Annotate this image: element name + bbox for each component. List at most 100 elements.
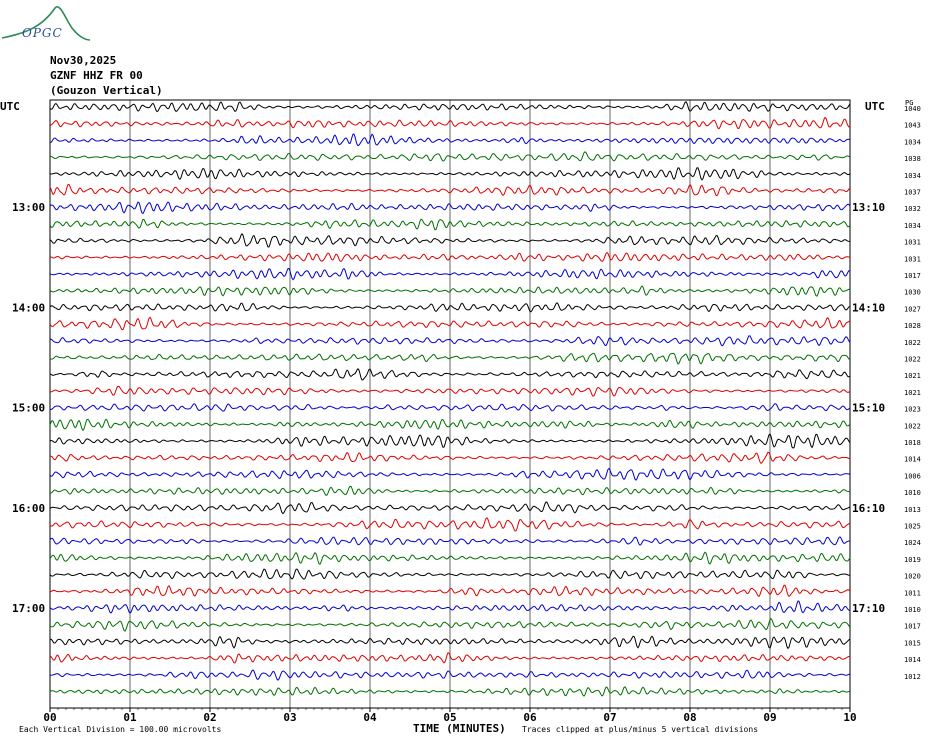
x-tick-label-07: 07 (603, 711, 616, 724)
x-tick-label-00: 00 (43, 711, 56, 724)
station-code: GZNF HHZ FR 00 (50, 69, 143, 82)
trace-line-24 (49, 501, 851, 515)
trace-line-15 (49, 352, 851, 365)
trace-value-33: 1014 (904, 656, 921, 664)
left-time-label-14:00: 14:00 (12, 301, 45, 314)
trace-line-28 (49, 568, 851, 580)
chart-date: Nov30,2025 (50, 54, 117, 67)
right-time-label-15:10: 15:10 (852, 402, 885, 415)
trace-value-14: 1022 (904, 339, 921, 347)
x-tick-label-10: 10 (843, 711, 856, 724)
trace-line-9 (49, 251, 851, 263)
trace-value-5: 1037 (904, 189, 921, 197)
trace-line-17 (49, 385, 851, 397)
x-tick-label-02: 02 (203, 711, 216, 724)
trace-value-1: 1043 (904, 122, 921, 130)
x-tick-label-03: 03 (283, 711, 296, 724)
x-tick-label-01: 01 (123, 711, 137, 724)
trace-line-20 (49, 433, 851, 449)
x-tick-label-09: 09 (763, 711, 776, 724)
trace-line-22 (49, 467, 851, 481)
trace-line-16 (49, 367, 851, 381)
trace-value-15: 1022 (904, 356, 921, 364)
trace-value-34: 1012 (904, 673, 921, 681)
trace-value-6: 1032 (904, 205, 921, 213)
trace-value-10: 1017 (904, 272, 921, 280)
left-time-label-15:00: 15:00 (12, 402, 45, 415)
trace-line-2 (49, 133, 851, 147)
x-tick-label-06: 06 (523, 711, 537, 724)
trace-line-18 (49, 403, 851, 412)
trace-value-23: 1010 (904, 489, 921, 497)
trace-value-32: 1015 (904, 639, 921, 647)
x-axis-title: TIME (MINUTES) (413, 722, 506, 735)
left-time-label-17:00: 17:00 (12, 602, 45, 615)
trace-value-22: 1006 (904, 472, 921, 480)
trace-value-26: 1024 (904, 539, 921, 547)
trace-line-23 (49, 485, 851, 496)
trace-line-34 (49, 669, 851, 681)
trace-value-9: 1031 (904, 255, 921, 263)
trace-value-2: 1034 (904, 138, 921, 146)
trace-value-21: 1014 (904, 456, 921, 464)
trace-value-19: 1022 (904, 422, 921, 430)
trace-value-8: 1031 (904, 239, 921, 247)
trace-value-7: 1034 (904, 222, 921, 230)
trace-value-31: 1017 (904, 623, 921, 631)
trace-value-13: 1028 (904, 322, 921, 330)
trace-line-26 (49, 536, 851, 546)
trace-line-27 (49, 551, 851, 565)
right-time-label-13:10: 13:10 (852, 201, 885, 214)
trace-value-12: 1027 (904, 305, 921, 313)
trace-value-3: 1038 (904, 155, 921, 163)
trace-value-4: 1034 (904, 172, 921, 180)
trace-line-0 (49, 101, 851, 113)
right-utc-label: UTC (865, 100, 885, 113)
trace-line-1 (49, 116, 851, 130)
trace-value-24: 1013 (904, 506, 921, 514)
trace-line-3 (49, 151, 851, 162)
trace-line-29 (49, 584, 851, 598)
trace-value-16: 1021 (904, 372, 921, 380)
trace-line-19 (49, 418, 851, 432)
trace-line-31 (49, 617, 851, 632)
right-time-label-14:10: 14:10 (852, 301, 885, 314)
trace-value-30: 1010 (904, 606, 921, 614)
trace-value-20: 1018 (904, 439, 921, 447)
clipping-note: Traces clipped at plus/minus 5 vertical … (522, 725, 759, 734)
trace-line-4 (49, 167, 851, 181)
trace-value-27: 1019 (904, 556, 921, 564)
x-tick-label-08: 08 (683, 711, 696, 724)
trace-line-5 (49, 183, 851, 197)
opgc-logo: OPGC (22, 26, 63, 40)
vertical-division-note: Each Vertical Division = 100.00 microvol… (19, 725, 222, 734)
x-tick-label-05: 05 (443, 711, 456, 724)
logo-swoosh (1, 6, 91, 41)
left-time-label-16:00: 16:00 (12, 502, 45, 515)
left-utc-label: UTC (0, 100, 20, 113)
trace-line-11 (49, 285, 851, 297)
right-time-label-16:10: 16:10 (852, 502, 885, 515)
trace-line-8 (49, 232, 851, 248)
right-time-label-17:10: 17:10 (852, 602, 885, 615)
rms-header: PG (905, 99, 914, 107)
trace-line-12 (49, 302, 851, 313)
trace-value-18: 1023 (904, 406, 921, 414)
trace-line-14 (49, 335, 851, 347)
trace-line-32 (49, 635, 851, 650)
logo-text: OPGC (22, 26, 63, 40)
trace-value-17: 1021 (904, 389, 921, 397)
station-component: (Gouzon Vertical) (50, 84, 163, 97)
trace-value-25: 1025 (904, 523, 921, 531)
trace-line-13 (49, 316, 851, 331)
trace-line-30 (49, 600, 851, 614)
trace-line-35 (49, 686, 851, 697)
trace-value-28: 1020 (904, 573, 921, 581)
trace-line-6 (49, 201, 851, 215)
trace-line-7 (49, 218, 851, 231)
trace-value-0: 1040 (904, 105, 921, 113)
trace-line-33 (49, 652, 851, 664)
trace-line-25 (49, 517, 851, 532)
left-time-label-13:00: 13:00 (12, 201, 45, 214)
